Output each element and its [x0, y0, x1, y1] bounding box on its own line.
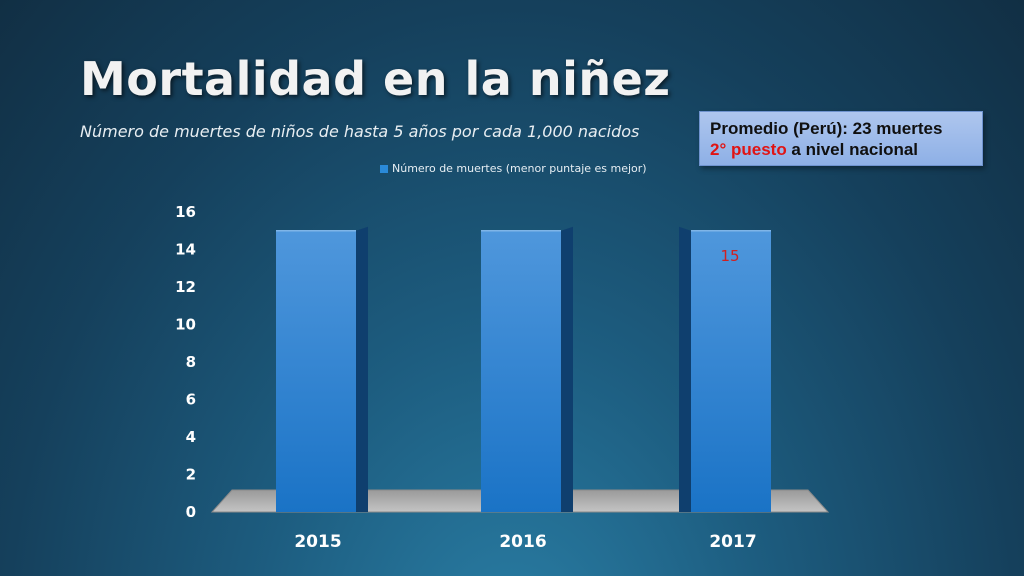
bar-2015	[276, 226, 368, 512]
legend-swatch	[380, 164, 388, 173]
data-label: 15	[720, 247, 739, 265]
callout-line-1: Promedio (Perú): 23 muertes	[710, 119, 943, 138]
bar	[481, 230, 561, 512]
legend-label: Número de muertes (menor puntaje es mejo…	[392, 162, 647, 175]
x-tick-label: 2016	[499, 532, 546, 552]
y-tick-label: 0	[186, 503, 196, 521]
callout-line-2: 2° puesto a nivel nacional	[710, 139, 972, 160]
chart-legend: Número de muertes (menor puntaje es mejo…	[380, 162, 647, 175]
x-tick-label: 2017	[709, 532, 756, 552]
bar-2017	[679, 226, 771, 512]
y-tick-label: 16	[175, 203, 196, 221]
bar-side	[679, 226, 691, 512]
y-tick-label: 14	[175, 241, 196, 259]
y-tick-label: 4	[186, 428, 196, 446]
bar-side	[561, 226, 573, 512]
chart-title: Mortalidad en la niñez	[80, 52, 671, 106]
y-tick-label: 12	[175, 278, 196, 296]
bar-side	[356, 226, 368, 512]
callout-rank: 2° puesto	[710, 140, 787, 159]
chart-subtitle: Número de muertes de niños de hasta 5 añ…	[80, 122, 640, 141]
average-callout: Promedio (Perú): 23 muertes 2° puesto a …	[699, 111, 983, 166]
bar	[276, 230, 356, 512]
bar-2016	[481, 226, 573, 512]
y-tick-label: 2	[186, 466, 196, 484]
bar	[691, 230, 771, 512]
y-tick-label: 10	[175, 316, 196, 334]
callout-rank-rest: a nivel nacional	[786, 140, 919, 159]
x-tick-label: 2015	[294, 532, 341, 552]
y-tick-label: 6	[186, 391, 196, 409]
y-tick-label: 8	[186, 353, 196, 371]
